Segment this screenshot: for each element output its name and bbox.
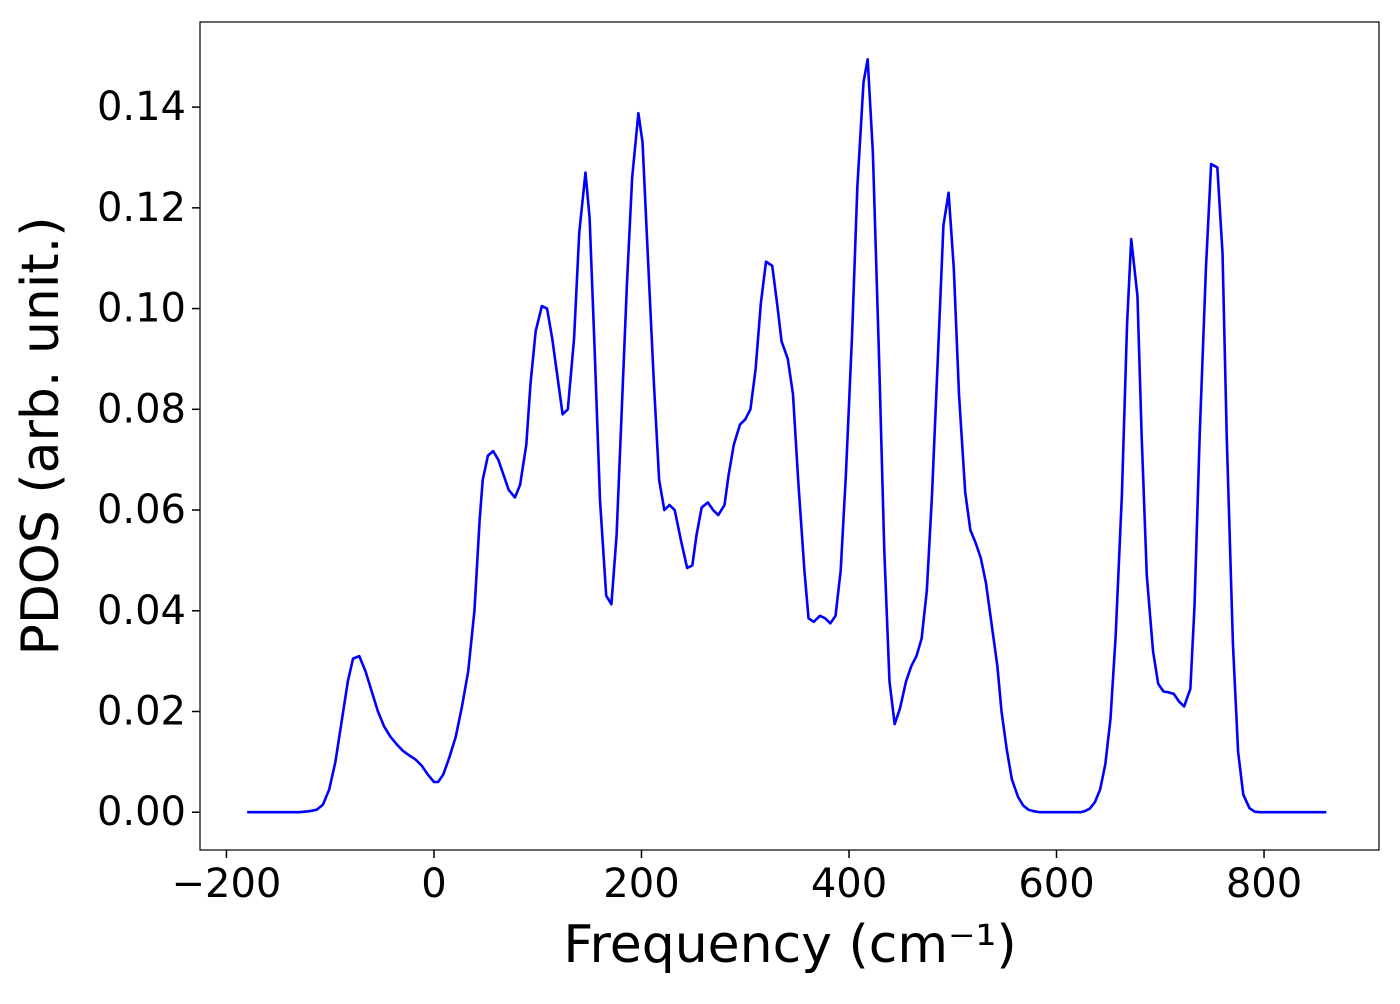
x-tick-label: 400 bbox=[811, 861, 887, 907]
x-tick-label: 600 bbox=[1018, 861, 1094, 907]
x-tick-label: 0 bbox=[421, 861, 446, 907]
plot-frame bbox=[199, 21, 1380, 851]
y-tick-label: 0.02 bbox=[97, 688, 186, 734]
x-tick-label: 200 bbox=[603, 861, 679, 907]
x-tick-label: 800 bbox=[1226, 861, 1302, 907]
data-line bbox=[247, 57, 1327, 814]
y-tick-label: 0.08 bbox=[97, 386, 186, 432]
y-tick-label: 0.00 bbox=[97, 789, 186, 835]
y-tick-label: 0.14 bbox=[97, 84, 186, 130]
x-tick-label: −200 bbox=[172, 861, 282, 907]
y-tick-label: 0.12 bbox=[97, 185, 186, 231]
y-tick-label: 0.04 bbox=[97, 588, 186, 634]
y-tick-label: 0.10 bbox=[97, 286, 186, 332]
y-tick-label: 0.06 bbox=[97, 487, 186, 533]
x-axis-label: Frequency (cm⁻¹) bbox=[563, 915, 1016, 975]
y-axis-label: PDOS (arb. unit.) bbox=[11, 216, 71, 655]
